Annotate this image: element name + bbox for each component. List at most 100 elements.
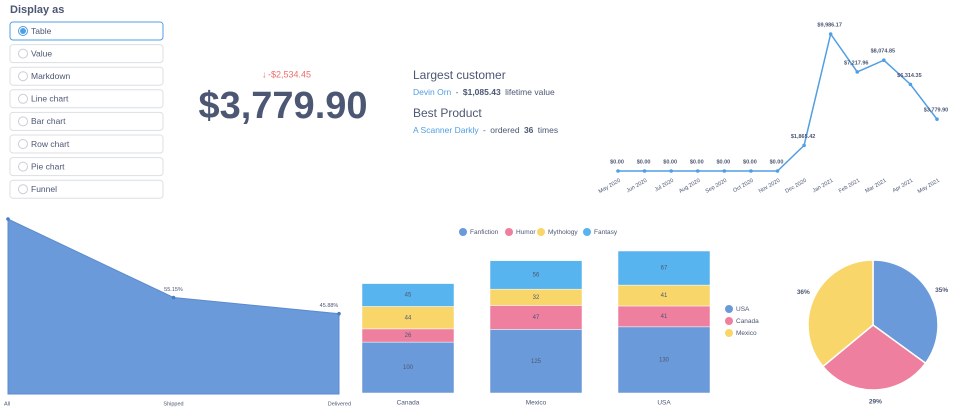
- point: [882, 58, 886, 63]
- x-tick-label: Shipped: [163, 401, 183, 407]
- option-box[interactable]: [9, 157, 164, 177]
- value-label: $0.00: [637, 159, 651, 165]
- display-option[interactable]: Funnel: [9, 179, 164, 199]
- value-label: 32: [533, 295, 540, 301]
- value-label: $0.00: [743, 159, 757, 165]
- x-tick-label: Apr 2021: [892, 178, 914, 194]
- product-name[interactable]: A Scanner Darkly: [413, 125, 479, 135]
- legend-swatch: [459, 228, 467, 236]
- legend-swatch: [537, 228, 545, 236]
- point: [6, 217, 10, 221]
- x-tick-label: Jun 2020: [626, 178, 649, 195]
- separator: -: [456, 87, 459, 97]
- pie-slice: [872, 259, 939, 365]
- bar-segment: [617, 250, 711, 286]
- option-box[interactable]: [9, 134, 164, 154]
- value-label: 56: [533, 272, 540, 278]
- display-option[interactable]: Table: [9, 21, 164, 41]
- point: [828, 32, 833, 36]
- value-label: $0.00: [690, 159, 704, 165]
- point: [695, 169, 700, 173]
- radio[interactable]: [18, 161, 28, 172]
- option-label[interactable]: Markdown: [31, 71, 70, 81]
- legend-label: Canada: [736, 318, 759, 325]
- value-label: 26: [405, 333, 412, 339]
- value-label: $0.00: [716, 159, 730, 165]
- bar-segment: [361, 283, 455, 307]
- product-heading: Best Product: [413, 106, 482, 120]
- option-label[interactable]: Pie chart: [31, 161, 65, 171]
- value-label: $6,314.35: [897, 73, 921, 79]
- display-option[interactable]: Line chart: [9, 89, 164, 109]
- display-option[interactable]: Row chart: [9, 134, 164, 154]
- point: [855, 70, 860, 74]
- x-tick-label: Oct 2020: [732, 178, 754, 194]
- option-box[interactable]: [9, 21, 164, 41]
- display-option[interactable]: Markdown: [9, 66, 164, 86]
- value-label: $0.00: [663, 159, 677, 165]
- scalar-value: $3,779.90: [198, 85, 367, 127]
- display-option[interactable]: Pie chart: [9, 157, 164, 177]
- x-tick-label: Jan 2021: [812, 178, 835, 195]
- option-label[interactable]: Bar chart: [31, 116, 66, 126]
- bar-segment: [489, 329, 583, 394]
- x-tick-label: All: [4, 401, 10, 407]
- value-label: 35%: [935, 287, 948, 294]
- customer-name[interactable]: Devin Orn: [413, 87, 452, 97]
- option-box[interactable]: [9, 111, 164, 131]
- value-label: 100: [403, 365, 414, 371]
- pie-slice: [807, 259, 874, 368]
- legend-label: Humor: [516, 229, 536, 236]
- value-label: 45.88%: [320, 303, 339, 309]
- point: [171, 295, 176, 300]
- value-label: $0.00: [610, 159, 624, 165]
- radio[interactable]: [18, 93, 28, 104]
- option-box[interactable]: [9, 89, 164, 109]
- x-tick-label: Dec 2020: [784, 178, 807, 195]
- value-label: $7,217.96: [844, 60, 868, 66]
- legend-label: Mythology: [548, 229, 578, 236]
- value-label: 45: [405, 293, 412, 299]
- product-prefix: ordered: [490, 125, 520, 135]
- value-label: 67: [661, 266, 668, 272]
- point: [775, 169, 780, 173]
- display-option[interactable]: Bar chart: [9, 111, 164, 131]
- x-tick-label: Sep 2020: [705, 178, 728, 195]
- point: [669, 169, 673, 173]
- legend-swatch: [725, 329, 733, 337]
- display-option[interactable]: Value: [9, 44, 164, 64]
- x-tick-label: Feb 2021: [838, 178, 861, 195]
- value-label: 130: [659, 357, 670, 363]
- x-tick-label: May 2020: [598, 178, 622, 195]
- radio[interactable]: [18, 71, 28, 82]
- display-options: Table Value Markdown Line chart Bar chart Row…: [9, 21, 164, 199]
- product-line: A Scanner Darkly - ordered 36 times: [413, 125, 558, 135]
- radio[interactable]: [18, 116, 28, 127]
- scalar-change: -$2,534.45: [268, 69, 311, 79]
- sidebar-title: Display as: [10, 4, 64, 16]
- radio-dot[interactable]: [20, 28, 26, 34]
- legend-swatch: [725, 317, 733, 325]
- option-label[interactable]: Value: [31, 48, 52, 58]
- bar-segment: [361, 341, 455, 394]
- option-box[interactable]: [9, 44, 164, 64]
- option-box[interactable]: [9, 179, 164, 199]
- option-label[interactable]: Row chart: [31, 139, 70, 149]
- value-label: 44: [405, 315, 412, 321]
- legend-label: Mexico: [736, 330, 757, 337]
- option-box[interactable]: [9, 66, 164, 86]
- point: [749, 169, 753, 173]
- option-label[interactable]: Table: [31, 26, 52, 36]
- radio[interactable]: [18, 184, 28, 195]
- point: [642, 169, 647, 173]
- option-label[interactable]: Line chart: [31, 94, 69, 104]
- customer-suffix: lifetime value: [505, 87, 555, 97]
- radio[interactable]: [18, 139, 28, 149]
- option-label[interactable]: Funnel: [31, 184, 57, 194]
- radio[interactable]: [18, 48, 28, 59]
- value-label: $1,865.42: [791, 134, 815, 140]
- bar-segment: [489, 260, 583, 290]
- x-tick-label: Aug 2020: [678, 178, 701, 195]
